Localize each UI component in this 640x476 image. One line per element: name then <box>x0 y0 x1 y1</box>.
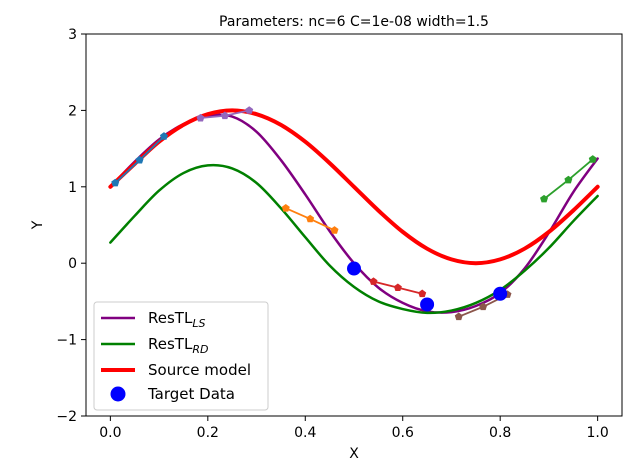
legend-swatch-target-data <box>110 386 126 402</box>
x-axis-ticks: 0.0 0.2 0.4 0.6 0.8 1.0 <box>99 416 609 441</box>
local-segment-marker <box>281 203 290 212</box>
local-segment-marker <box>306 214 315 223</box>
y-tick-label: 3 <box>68 27 77 43</box>
local-segment-marker <box>220 111 229 120</box>
local-segment-marker <box>135 155 144 164</box>
local-segment-marker <box>564 175 573 184</box>
local-segment-marker <box>245 106 254 114</box>
target-data-point <box>493 286 508 301</box>
local-segment-marker <box>418 289 427 298</box>
y-axis-label: Y <box>30 220 46 230</box>
local-segment-marker <box>330 226 339 234</box>
x-tick-label: 0.4 <box>294 425 316 441</box>
plot-frame <box>85 33 623 417</box>
legend-box <box>93 301 269 411</box>
legend-label-source-model: Source model <box>148 361 251 379</box>
legend-label-target-data: Target Data <box>147 385 235 403</box>
local-segment-marker <box>369 277 378 285</box>
y-tick-label: −2 <box>56 409 77 425</box>
x-axis-label: X <box>349 446 359 462</box>
local-segment-marker <box>393 283 402 292</box>
y-axis-ticks: −2 −1 0 1 2 3 <box>56 27 86 425</box>
local-segment-marker <box>196 113 205 122</box>
legend-label-restl-ls: ResTLLS <box>148 309 205 330</box>
y-tick-label: −1 <box>56 333 77 349</box>
y-tick-label: 1 <box>68 180 77 196</box>
chart-title: Parameters: nc=6 C=1e-08 width=1.5 <box>219 14 489 30</box>
local-segment-marker <box>588 155 597 163</box>
series-line-restl-rd <box>109 163 599 315</box>
y-tick-label: 0 <box>68 256 77 272</box>
series-line-source-model <box>108 108 600 266</box>
legend: ResTLLS ResTLRD Source model Target Data <box>93 301 269 411</box>
x-tick-label: 0.6 <box>392 425 414 441</box>
series-line-restl-ls <box>109 113 599 314</box>
local-segment-marker <box>159 132 168 140</box>
local-segment-marker <box>454 312 463 321</box>
target-data-point <box>420 297 435 312</box>
y-tick-label: 2 <box>68 103 77 119</box>
x-tick-label: 0.8 <box>489 425 511 441</box>
local-segment-marker <box>111 178 120 187</box>
x-tick-label: 1.0 <box>587 425 609 441</box>
x-tick-label: 0.0 <box>99 425 121 441</box>
legend-label-restl-rd: ResTLRD <box>148 335 208 356</box>
local-segment-marker <box>540 194 549 203</box>
target-data-point <box>347 261 361 276</box>
x-tick-label: 0.2 <box>197 425 219 441</box>
local-segment-marker <box>479 302 488 311</box>
